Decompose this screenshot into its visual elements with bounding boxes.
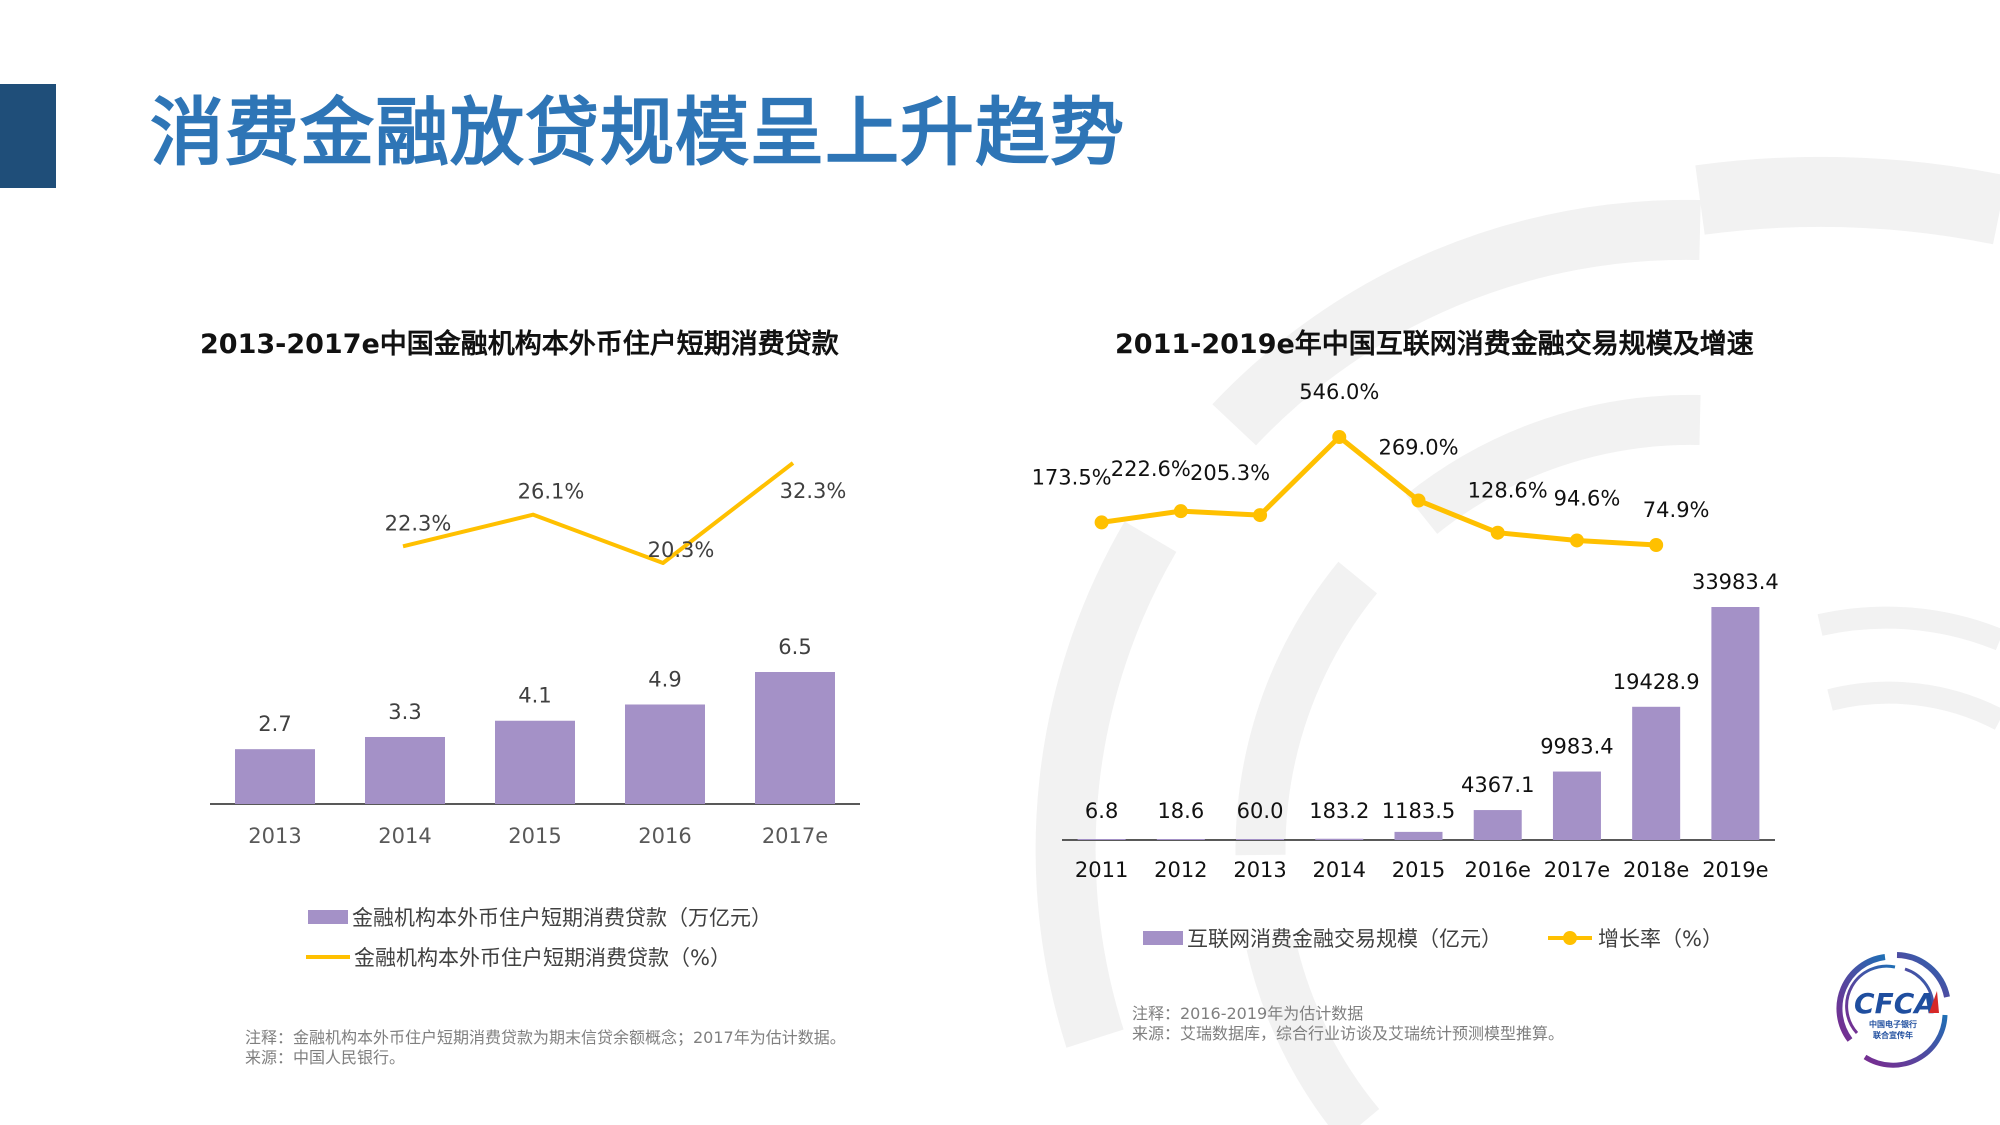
bar-value-label: 6.8 bbox=[1085, 799, 1118, 823]
line-value-label: 22.3% bbox=[385, 511, 452, 535]
bar-value-label: 60.0 bbox=[1237, 799, 1284, 823]
bar-value-label: 1183.5 bbox=[1382, 799, 1455, 823]
line-value-label: 269.0% bbox=[1378, 436, 1458, 460]
x-tick-label: 2018e bbox=[1623, 858, 1689, 882]
line-point-2012 bbox=[1094, 515, 1109, 530]
bar-value-label: 4367.1 bbox=[1461, 773, 1534, 797]
line-point-2019e bbox=[1649, 538, 1664, 552]
line-value-label: 94.6% bbox=[1554, 486, 1621, 510]
growth-line bbox=[402, 461, 795, 565]
left-legend-line: 金融机构本外币住户短期消费贷款（%） bbox=[306, 942, 731, 972]
x-tick-label: 2017e bbox=[762, 824, 828, 848]
x-tick-label: 2015 bbox=[1392, 858, 1445, 882]
growth-line bbox=[1101, 434, 1657, 548]
bar-2019e bbox=[1711, 607, 1760, 840]
cfca-logo: CFCA 中国电子银行 联合宣传年 bbox=[1836, 952, 1950, 1068]
line-value-label: 205.3% bbox=[1190, 461, 1270, 485]
bar-value-label: 2.7 bbox=[258, 712, 291, 736]
line-value-label: 74.9% bbox=[1643, 498, 1710, 522]
bar-2013 bbox=[1236, 839, 1285, 840]
line-value-label: 128.6% bbox=[1468, 479, 1548, 503]
bar-2012 bbox=[1156, 839, 1205, 840]
bar-2018e bbox=[1632, 706, 1681, 840]
bar-2016 bbox=[625, 704, 705, 804]
x-tick-label: 2014 bbox=[1313, 858, 1366, 882]
x-tick-label: 2013 bbox=[248, 824, 301, 848]
bar-value-label: 4.9 bbox=[648, 667, 681, 691]
bar-value-label: 4.1 bbox=[518, 684, 551, 708]
legend-bar-swatch bbox=[308, 910, 348, 924]
bar-value-label: 3.3 bbox=[388, 700, 421, 724]
x-tick-label: 2013 bbox=[1233, 858, 1286, 882]
right-source-line: 来源：艾瑞数据库，综合行业访谈及艾瑞统计预测模型推算。 bbox=[1132, 1024, 1565, 1043]
right-legend-bar: 互联网消费金融交易规模（亿元） bbox=[1143, 923, 1502, 953]
line-point-2013 bbox=[1173, 504, 1188, 519]
legend-bar-label: 金融机构本外币住户短期消费贷款（万亿元） bbox=[352, 906, 772, 930]
legend-line-dot-swatch bbox=[1548, 931, 1592, 945]
page-title: 消费金融放贷规模呈上升趋势 bbox=[150, 90, 1125, 176]
x-tick-label: 2019e bbox=[1702, 858, 1768, 882]
x-tick-label: 2017e bbox=[1544, 858, 1610, 882]
left-chart-notes: 注释：金融机构本外币住户短期消费贷款为期末信贷余额概念；2017年为估计数据。 … bbox=[245, 1028, 846, 1068]
legend-bar-swatch bbox=[1143, 931, 1183, 945]
x-tick-label: 2015 bbox=[508, 824, 561, 848]
bar-value-label: 18.6 bbox=[1157, 799, 1204, 823]
bar-2015 bbox=[1394, 831, 1443, 840]
x-tick-label: 2012 bbox=[1154, 858, 1207, 882]
bar-2014 bbox=[1315, 838, 1364, 840]
bar-2017e bbox=[755, 672, 835, 804]
logo-subtitle-2: 联合宣传年 bbox=[1873, 1030, 1913, 1040]
line-value-label: 546.0% bbox=[1299, 380, 1379, 404]
legend-bar-label: 互联网消费金融交易规模（亿元） bbox=[1187, 927, 1502, 951]
bar-2013 bbox=[235, 749, 315, 804]
left-source-line: 来源：中国人民银行。 bbox=[245, 1048, 406, 1067]
line-value-label: 173.5% bbox=[1032, 465, 1112, 489]
line-point-2014 bbox=[1253, 508, 1268, 523]
x-tick-label: 2016 bbox=[638, 824, 691, 848]
bar-value-label: 33983.4 bbox=[1692, 570, 1779, 594]
line-value-label: 26.1% bbox=[518, 480, 585, 504]
line-point-2017e bbox=[1490, 525, 1505, 540]
bar-value-label: 183.2 bbox=[1309, 799, 1369, 823]
left-note-line: 注释：金融机构本外币住户短期消费贷款为期末信贷余额概念；2017年为估计数据。 bbox=[245, 1028, 846, 1047]
right-legend-line: 增长率（%） bbox=[1548, 923, 1723, 953]
bar-value-label: 9983.4 bbox=[1540, 735, 1613, 759]
logo-subtitle-1: 中国电子银行 bbox=[1869, 1019, 1917, 1029]
x-tick-label: 2016e bbox=[1465, 858, 1531, 882]
x-tick-label: 2014 bbox=[378, 824, 431, 848]
bar-2017e bbox=[1552, 771, 1601, 840]
right-chart-title: 2011-2019e年中国互联网消费金融交易规模及增速 bbox=[1115, 329, 1754, 360]
line-point-2015 bbox=[1332, 430, 1347, 444]
logo-text: CFCA bbox=[1854, 987, 1936, 1020]
bar-2011 bbox=[1077, 839, 1126, 840]
line-point-2018e bbox=[1569, 533, 1584, 548]
x-tick-label: 2011 bbox=[1075, 858, 1128, 882]
line-value-label: 222.6% bbox=[1111, 457, 1191, 481]
bar-value-label: 19428.9 bbox=[1613, 670, 1700, 694]
legend-line-label: 金融机构本外币住户短期消费贷款（%） bbox=[354, 946, 731, 970]
left-legend-bar: 金融机构本外币住户短期消费贷款（万亿元） bbox=[308, 902, 772, 932]
bar-2016e bbox=[1473, 810, 1522, 840]
legend-line-swatch bbox=[306, 955, 350, 959]
bar-2014 bbox=[365, 736, 445, 804]
bar-value-label: 6.5 bbox=[778, 635, 811, 659]
line-point-2016e bbox=[1411, 493, 1426, 508]
line-value-label: 20.3% bbox=[648, 538, 715, 562]
title-accent-bar bbox=[0, 84, 56, 188]
left-chart-title: 2013-2017e中国金融机构本外币住户短期消费贷款 bbox=[200, 329, 839, 360]
bar-2015 bbox=[495, 720, 575, 804]
line-value-label: 32.3% bbox=[780, 479, 847, 503]
right-note-line: 注释：2016-2019年为估计数据 bbox=[1132, 1004, 1364, 1023]
legend-line-label: 增长率（%） bbox=[1598, 927, 1723, 951]
right-chart-notes: 注释：2016-2019年为估计数据 来源：艾瑞数据库，综合行业访谈及艾瑞统计预… bbox=[1132, 1004, 1564, 1044]
